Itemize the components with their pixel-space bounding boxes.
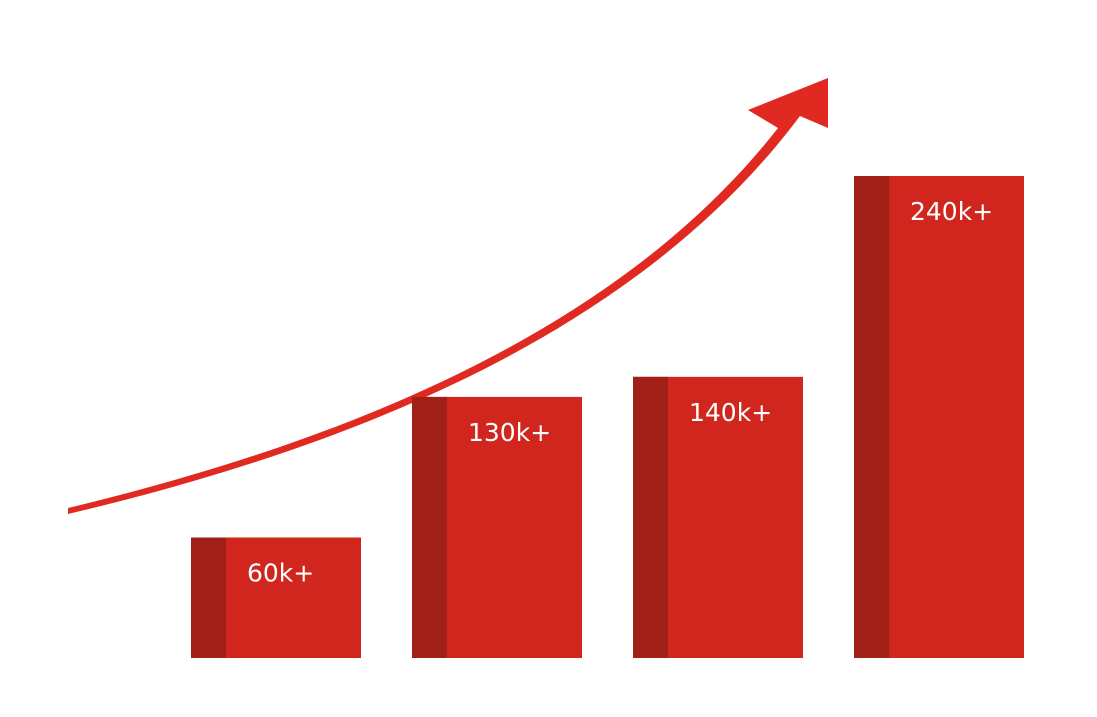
bar-shade: [412, 396, 447, 658]
data-labels-group: 60k+ 130k+ 140k+ 240k+: [247, 197, 993, 588]
data-label: 140k+: [689, 398, 772, 427]
bar-shade: [191, 537, 226, 658]
data-label: 240k+: [910, 197, 993, 226]
bars-group: [191, 176, 1024, 658]
bar-shade: [633, 376, 668, 658]
data-label: 130k+: [468, 418, 551, 447]
data-label: 60k+: [247, 559, 314, 588]
bar-shade: [854, 176, 889, 658]
